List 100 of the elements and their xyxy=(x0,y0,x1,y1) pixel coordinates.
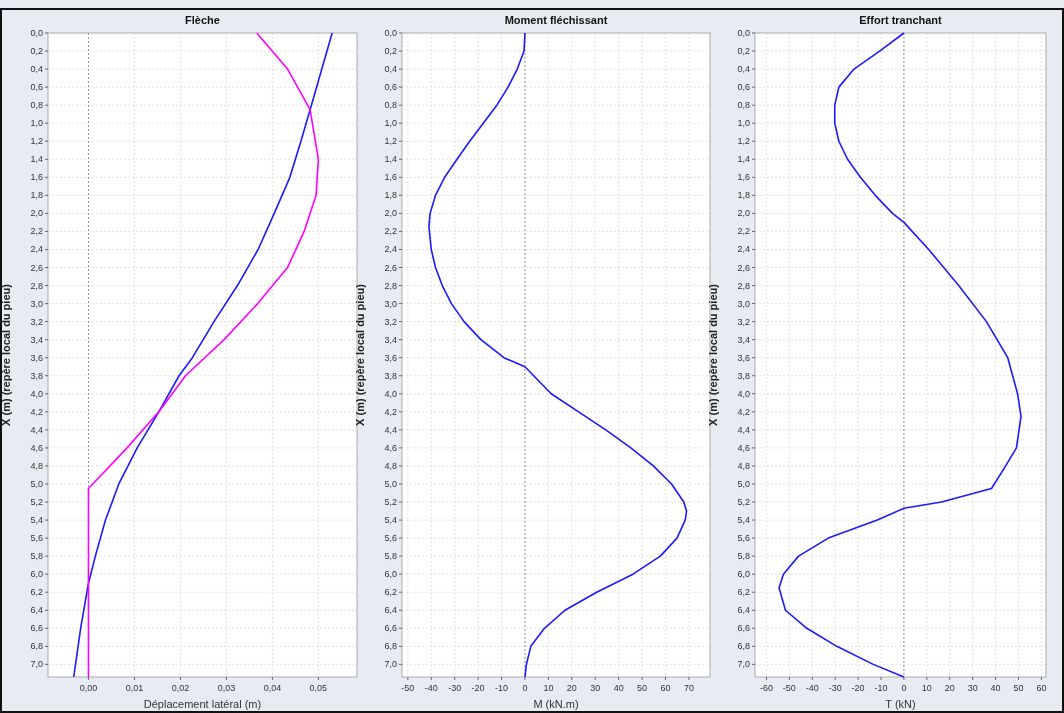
y-tick-label: 3,6 xyxy=(384,352,397,363)
y-tick-label: 3,4 xyxy=(30,334,43,345)
y-tick-label: 4,6 xyxy=(384,442,397,453)
x-tick-label: 0,01 xyxy=(125,683,144,693)
x-tick-label: 50 xyxy=(637,683,648,693)
y-tick-label: 3,4 xyxy=(737,334,750,345)
x-tick-label: 20 xyxy=(566,683,577,693)
y-tick-label: 0,8 xyxy=(384,100,397,111)
x-tick-label: -20 xyxy=(851,683,865,693)
y-tick-label: 4,2 xyxy=(737,406,750,417)
y-tick-label: 1,4 xyxy=(30,154,43,165)
y-tick-label: 4,0 xyxy=(30,388,43,399)
x-tick-label: 50 xyxy=(1013,683,1024,693)
y-tick-label: 0,2 xyxy=(737,46,750,57)
x-tick-label: -60 xyxy=(759,683,773,693)
y-tick-label: 0,2 xyxy=(384,46,397,57)
y-tick-label: 0,4 xyxy=(30,64,43,75)
x-tick-label: -50 xyxy=(782,683,796,693)
y-tick-label: 5,6 xyxy=(30,533,43,544)
y-tick-label: 4,4 xyxy=(737,424,750,435)
y-tick-label: 4,8 xyxy=(384,460,397,471)
y-tick-label: 0,6 xyxy=(30,82,43,93)
y-tick-label: 1,6 xyxy=(30,172,43,183)
y-tick-label: 4,0 xyxy=(737,388,750,399)
x-tick-label: -30 xyxy=(828,683,842,693)
y-tick-label: 2,8 xyxy=(384,280,397,291)
y-tick-label: 5,4 xyxy=(737,515,750,526)
y-tick-label: 2,8 xyxy=(30,280,43,291)
y-tick-label: 3,4 xyxy=(384,334,397,345)
y-tick-label: 3,0 xyxy=(384,298,397,309)
y-tick-label: 6,4 xyxy=(737,605,750,616)
x-tick-label: 10 xyxy=(543,683,554,693)
y-tick-label: 3,6 xyxy=(30,352,43,363)
y-tick-label: 1,2 xyxy=(384,136,397,147)
y-tick-label: 5,8 xyxy=(384,551,397,562)
y-tick-label: 1,0 xyxy=(384,118,397,129)
x-tick-label: 0,03 xyxy=(217,683,236,693)
y-tick-label: 5,4 xyxy=(384,515,397,526)
y-tick-label: 6,2 xyxy=(737,587,750,598)
y-tick-label: 3,8 xyxy=(737,370,750,381)
y-tick-label: 5,2 xyxy=(384,497,397,508)
y-tick-label: 5,0 xyxy=(384,478,397,489)
y-tick-label: 0,0 xyxy=(384,28,397,38)
y-tick-label: 0,6 xyxy=(384,82,397,93)
y-tick-label: 0,0 xyxy=(30,28,43,38)
y-axis-title: X (m) (repère local du pieu) xyxy=(707,283,719,426)
y-tick-label: 1,6 xyxy=(384,172,397,183)
chart-title: Moment fléchissant xyxy=(504,14,608,26)
chart-title: Effort tranchant xyxy=(859,14,943,26)
y-tick-label: 2,4 xyxy=(737,244,750,255)
x-tick-label: -10 xyxy=(495,683,509,693)
y-tick-label: 4,2 xyxy=(384,406,397,417)
y-tick-label: 3,2 xyxy=(737,316,750,327)
y-tick-label: 5,0 xyxy=(30,478,43,489)
y-tick-label: 2,6 xyxy=(30,262,43,273)
y-tick-label: 0,6 xyxy=(737,82,750,93)
chart-title: Flèche xyxy=(185,14,220,26)
y-tick-label: 6,8 xyxy=(30,641,43,652)
y-tick-label: 7,0 xyxy=(384,659,397,670)
y-tick-label: 1,8 xyxy=(737,190,750,201)
y-tick-label: 7,0 xyxy=(30,659,43,670)
x-tick-label: -10 xyxy=(874,683,888,693)
y-tick-label: 4,8 xyxy=(737,460,750,471)
y-axis-title: X (m) (repère local du pieu) xyxy=(354,283,366,426)
x-tick-label: -40 xyxy=(805,683,819,693)
y-tick-label: 4,8 xyxy=(30,460,43,471)
y-tick-label: 5,8 xyxy=(30,551,43,562)
y-tick-label: 5,8 xyxy=(737,551,750,562)
x-axis-title: T (kN) xyxy=(885,698,916,710)
y-tick-label: 1,0 xyxy=(30,118,43,129)
y-tick-label: 6,8 xyxy=(384,641,397,652)
y-tick-label: 3,2 xyxy=(30,316,43,327)
y-tick-label: 6,6 xyxy=(737,623,750,634)
y-tick-label: 6,2 xyxy=(30,587,43,598)
x-tick-label: 0 xyxy=(901,683,907,693)
line-series xyxy=(778,32,1022,678)
y-tick-label: 6,0 xyxy=(737,569,750,580)
y-tick-label: 1,2 xyxy=(30,136,43,147)
y-tick-label: 2,6 xyxy=(384,262,397,273)
y-tick-label: 2,4 xyxy=(384,244,397,255)
y-tick-label: 0,4 xyxy=(737,64,750,75)
y-tick-label: 5,2 xyxy=(737,497,750,508)
y-tick-label: 0,4 xyxy=(384,64,397,75)
x-tick-label: 60 xyxy=(1036,683,1047,693)
y-tick-label: 5,0 xyxy=(737,478,750,489)
y-tick-label: 0,8 xyxy=(737,100,750,111)
y-tick-label: 2,2 xyxy=(384,226,397,237)
y-tick-label: 1,2 xyxy=(737,136,750,147)
y-tick-label: 2,6 xyxy=(737,262,750,273)
x-tick-label: 30 xyxy=(967,683,978,693)
x-tick-label: 40 xyxy=(613,683,624,693)
y-tick-label: 3,2 xyxy=(384,316,397,327)
y-tick-label: 5,2 xyxy=(30,497,43,508)
y-tick-label: 6,6 xyxy=(30,623,43,634)
y-tick-label: 7,0 xyxy=(737,659,750,670)
x-tick-label: 0,04 xyxy=(263,683,282,693)
y-tick-label: 6,0 xyxy=(30,569,43,580)
x-tick-label: 30 xyxy=(590,683,601,693)
y-tick-label: 4,4 xyxy=(384,424,397,435)
y-tick-label: 2,8 xyxy=(737,280,750,291)
